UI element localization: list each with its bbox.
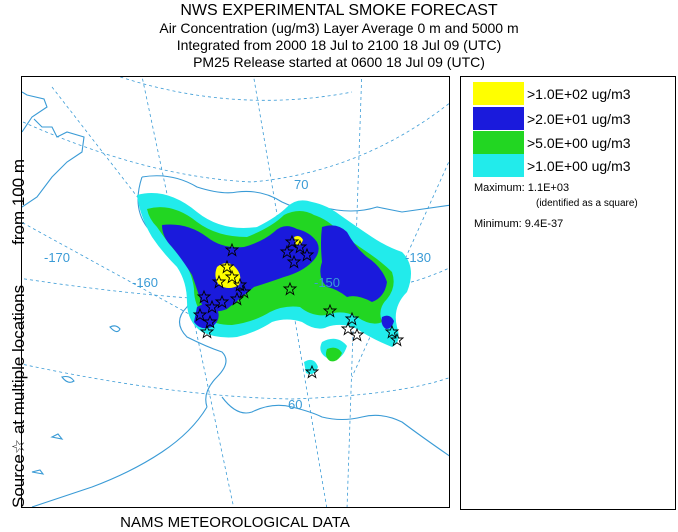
maximum-note: (identified as a square) (536, 198, 638, 209)
subtitle-release: PM25 Release started at 0600 18 Jul 09 (… (193, 54, 485, 70)
minimum-value: Minimum: 9.4E-37 (474, 218, 564, 230)
legend-label-1: >1.0E+02 ug/m3 (527, 86, 631, 102)
grid-label-130: -130 (405, 250, 431, 265)
footer-data-source: NAMS METEOROLOGICAL DATA (120, 514, 350, 531)
subtitle-concentration: Air Concentration (ug/m3) Layer Average … (159, 20, 519, 36)
grid-label-160: -160 (132, 275, 158, 290)
alaska-map: -170 -160 -150 -130 70 60 (22, 77, 449, 507)
page-title: NWS EXPERIMENTAL SMOKE FORECAST (180, 2, 498, 19)
legend-label-3: >5.0E+00 ug/m3 (527, 135, 631, 151)
legend-label-4: >1.0E+00 ug/m3 (527, 158, 631, 174)
grid-label-150: -150 (314, 275, 340, 290)
legend-swatch-yellow (473, 82, 524, 105)
north-latitude-line (119, 77, 353, 101)
legend-swatch-blue (473, 107, 524, 130)
coastlines (22, 91, 449, 507)
legend-swatch-green (473, 131, 524, 154)
legend-panel: >1.0E+02 ug/m3 >2.0E+01 ug/m3 >5.0E+00 u… (460, 76, 676, 510)
maximum-value: Maximum: 1.1E+03 (474, 182, 570, 194)
map-panel: -170 -160 -150 -130 70 60 (21, 76, 450, 508)
grid-label-170: -170 (44, 250, 70, 265)
grid-label-70: 70 (294, 177, 308, 192)
grid-label-60: 60 (288, 397, 302, 412)
legend-label-2: >2.0E+01 ug/m3 (527, 111, 631, 127)
subtitle-integration: Integrated from 2000 18 Jul to 2100 18 J… (176, 37, 502, 53)
legend-swatch-cyan (473, 154, 524, 177)
